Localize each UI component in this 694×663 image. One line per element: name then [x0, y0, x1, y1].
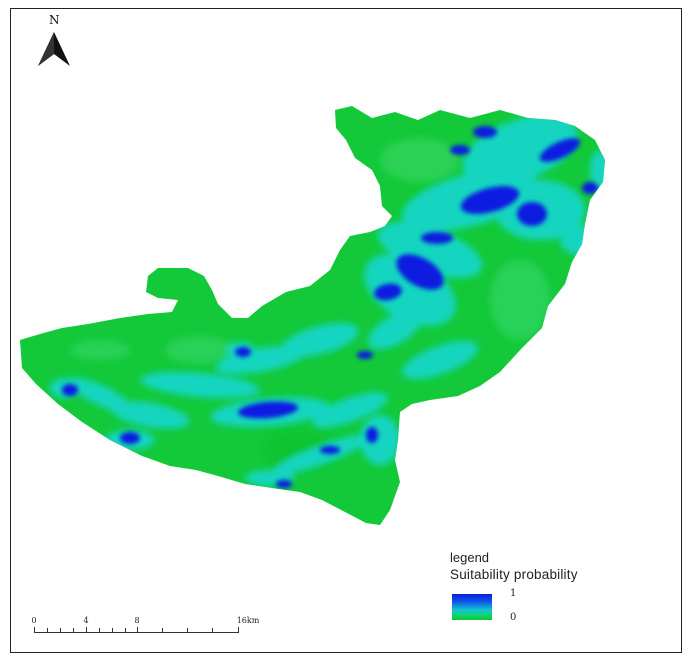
scale-tick: [73, 628, 74, 633]
scale-tick: [137, 627, 138, 633]
scale-bar-line: [34, 632, 239, 633]
scale-tick: [187, 628, 188, 633]
scale-tick: [86, 627, 87, 633]
scale-label: 0: [31, 616, 37, 625]
legend-low-label: 0: [510, 612, 517, 623]
north-arrow-icon: [38, 32, 70, 66]
legend-title: legend: [450, 550, 490, 565]
north-label: N: [49, 13, 60, 27]
scale-tick: [212, 628, 213, 633]
scale-label: 4: [83, 616, 89, 625]
scale-label: 8: [134, 616, 140, 625]
legend-high-label: 1: [510, 588, 517, 599]
legend-color-ramp: [452, 594, 492, 620]
scale-tick: [60, 628, 61, 633]
scale-tick: [125, 628, 126, 633]
scale-tick: [47, 628, 48, 633]
scale-tick: [112, 628, 113, 633]
scale-tick: [162, 628, 163, 633]
legend: legend Suitability probability 1 0: [450, 550, 670, 630]
scale-tick: [99, 628, 100, 633]
scale-tick: [238, 627, 239, 633]
legend-subtitle: Suitability probability: [450, 567, 578, 582]
scale-tick: [34, 627, 35, 633]
scale-label: 16km: [236, 616, 260, 625]
scale-bar: 0 4 8 16km: [30, 616, 270, 650]
